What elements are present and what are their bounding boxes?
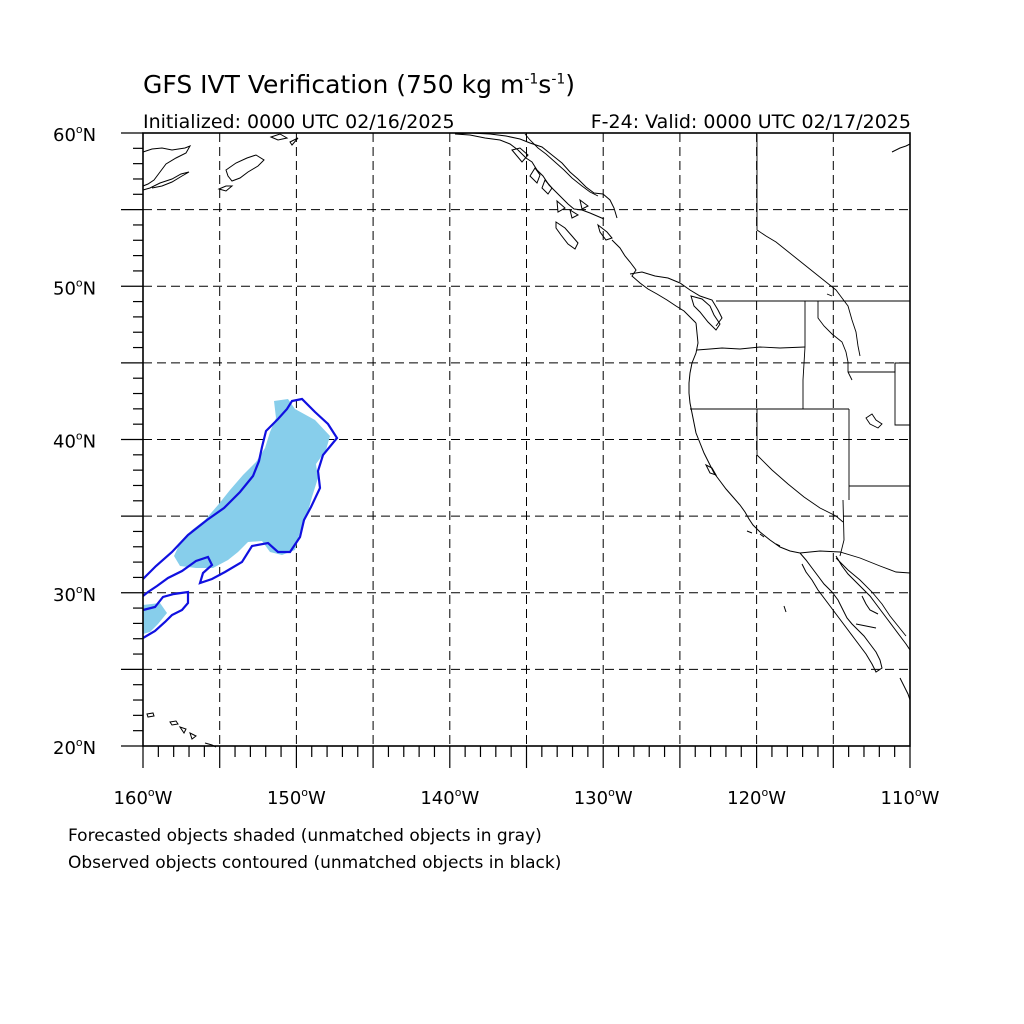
latitude-labels: 60oN 50oN 40oN 30oN 20oN — [53, 123, 96, 759]
initialized-time: Initialized: 0000 UTC 02/16/2025 — [143, 111, 455, 133]
coastlines — [142, 132, 911, 748]
observed-object-contour — [142, 397, 339, 639]
axis-ticks — [121, 132, 911, 768]
longitude-label: 140oW — [420, 786, 479, 809]
latitude-label: 60oN — [53, 123, 96, 146]
latitude-label: 50oN — [53, 276, 96, 299]
political-boundaries — [524, 133, 911, 637]
longitude-label: 110oW — [881, 786, 940, 809]
longitude-label: 150oW — [267, 786, 326, 809]
graticule — [143, 133, 910, 746]
longitude-label: 130oW — [574, 786, 633, 809]
forecast-object — [143, 399, 330, 634]
longitude-label: 120oW — [727, 786, 786, 809]
longitude-labels: 160oW 150oW 140oW 130oW 120oW 110oW — [114, 786, 940, 809]
latitude-label: 20oN — [53, 736, 96, 759]
valid-time: F-24: Valid: 0000 UTC 02/17/2025 — [590, 111, 911, 133]
plot-title: GFS IVT Verification (750 kg m-1s-1) — [143, 70, 576, 99]
longitude-label: 160oW — [114, 786, 173, 809]
footer-observed-note: Observed objects contoured (unmatched ob… — [68, 853, 562, 873]
latitude-label: 40oN — [53, 430, 96, 453]
footer-forecast-note: Forecasted objects shaded (unmatched obj… — [68, 826, 542, 846]
latitude-label: 30oN — [53, 583, 96, 606]
